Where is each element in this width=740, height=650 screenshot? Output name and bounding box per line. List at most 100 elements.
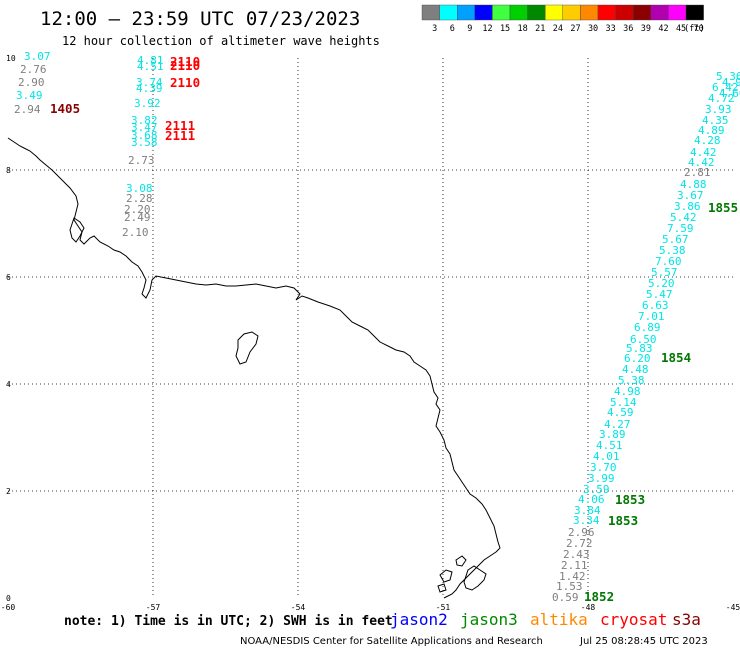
swh-measurement: 2.20 (124, 203, 151, 216)
pass-time-label: 1405 (50, 101, 80, 116)
legend-swatch (509, 4, 528, 21)
legend-label: 15 (500, 24, 510, 34)
map-title: 12:00 — 23:59 UTC 07/23/2023 (40, 8, 360, 30)
footer-note: note: 1) Time is in UTC; 2) SWH is in fe… (64, 614, 393, 629)
swh-measurement: 2.28 (126, 192, 153, 205)
latitude-label: 8 (6, 166, 11, 175)
south-america-coastline (7, 137, 501, 599)
legend-unit: (ft) (684, 24, 704, 34)
satellite-s3a-label: s3a (672, 610, 701, 629)
swh-measurement: 5.83 (626, 342, 653, 355)
plot-frame (7, 57, 734, 599)
swh-measurement: 4.98 (614, 385, 641, 398)
swh-measurement: 7.60 (655, 255, 682, 268)
longitude-label: -60 (1, 603, 16, 612)
satellite-jason2-label: jason2 (390, 610, 448, 629)
latitude-label: 4 (6, 380, 11, 389)
swh-measurement: 4.51 (137, 60, 164, 73)
pass-time-label: 1855 (708, 200, 738, 215)
coastline (7, 137, 501, 599)
pass-time-label: 1853 (608, 513, 638, 528)
swh-measurement: 4.39 (136, 82, 163, 95)
longitude-label: -57 (146, 603, 161, 612)
lake-outline (235, 331, 259, 365)
legend-swatch (615, 4, 634, 21)
swh-measurement: 1.42 (559, 570, 586, 583)
satellite-legend: jason2 jason3 altika cryosat s3a (390, 610, 701, 629)
legend-swatch (668, 4, 687, 21)
generated-timestamp: Jul 25 08:28:45 UTC 2023 (579, 636, 708, 647)
longitude-label: -54 (291, 603, 306, 612)
swh-measurement: 3.08 (126, 182, 153, 195)
swh-measurement: 3.49 (16, 89, 43, 102)
legend-swatch (474, 4, 493, 21)
swh-measurement: 4.28 (694, 134, 721, 147)
swh-measurement: 3.34 (573, 514, 600, 527)
pass-time-label: 1852 (584, 589, 614, 604)
swh-measurement: 5.38 (659, 244, 686, 257)
pass-time-labels: 1405211021102110211121111855185418531853… (50, 54, 738, 604)
legend-swatch (633, 4, 652, 21)
legend-label: 30 (588, 24, 598, 34)
swh-measurement: 4.01 (593, 450, 620, 463)
swh-measurement: 4.06 (578, 493, 605, 506)
pass-time-label: 2110 (170, 54, 200, 69)
pass-time-label: 1853 (615, 492, 645, 507)
longitude-label: -48 (581, 603, 596, 612)
swh-measurement: 6.20 (624, 352, 651, 365)
swh-measurement: 5.20 (648, 277, 675, 290)
wave-height-measurements: 3.072.762.903.492.944.814.513.744.393.92… (14, 50, 740, 604)
satellite-jason3-label: jason3 (460, 610, 518, 629)
swh-measurement: 3.07 (24, 50, 51, 63)
river-mouth-islands (437, 555, 467, 593)
swh-measurement: 4.60 (719, 87, 740, 100)
swh-measurement: 4.27 (604, 418, 631, 431)
legend-swatch (439, 4, 458, 21)
orinoco-delta-outline (69, 217, 85, 243)
credit-line: NOAA/NESDIS Center for Satellite Applica… (240, 636, 543, 647)
swh-measurement: 1.53 (556, 580, 583, 593)
longitude-label: -51 (436, 603, 451, 612)
legend-swatch (457, 4, 476, 21)
legend-label: 70 (694, 24, 704, 34)
satellite-altika-label: altika (530, 610, 588, 629)
legend-label: 3 (432, 24, 437, 34)
legend-label: 9 (467, 24, 472, 34)
swh-measurement: 2.11 (561, 559, 588, 572)
swh-measurement: 5.38 (618, 374, 645, 387)
swh-measurement: 3.82 (131, 114, 158, 127)
lat-lon-grid (8, 58, 733, 598)
swh-measurement: 6.63 (642, 299, 669, 312)
satellite-cryosat-label: cryosat (600, 610, 667, 629)
swh-measurement: 4.88 (680, 178, 707, 191)
swh-measurement: 7.01 (638, 310, 665, 323)
legend-swatch (597, 4, 616, 21)
pass-time-label: 1854 (661, 350, 691, 365)
marajo-island-outline (463, 565, 487, 591)
swh-measurement: 3.86 (674, 200, 701, 213)
swh-measurement: 4.81 (137, 54, 164, 67)
legend-swatch (492, 4, 511, 21)
swh-measurement: 2.90 (18, 76, 45, 89)
swh-measurement: 3.89 (599, 428, 626, 441)
swh-measurement: 0.59 (552, 591, 579, 604)
swh-measurement: 3.59 (583, 483, 610, 496)
legend-swatch (562, 4, 581, 21)
pass-time-label: 2111 (165, 128, 195, 143)
legend-label: 39 (641, 24, 651, 34)
pass-time-label: 2110 (170, 75, 200, 90)
swh-measurement: 4.35 (702, 114, 729, 127)
swh-measurement: 3.47 (131, 121, 158, 134)
swh-measurement: 2.73 (128, 154, 155, 167)
swh-measurement: 4.42 (688, 156, 715, 169)
legend-swatch (545, 4, 564, 21)
swh-measurement: 4.72 (708, 92, 735, 105)
legend-label: 24 (553, 24, 563, 34)
legend-swatch (580, 4, 599, 21)
latitude-label: 10 (6, 54, 16, 63)
swh-measurement: 3.67 (677, 189, 704, 202)
latitude-label: 0 (6, 594, 11, 603)
swh-measurement: 5.67 (662, 233, 689, 246)
swh-measurement: 3.70 (590, 461, 617, 474)
